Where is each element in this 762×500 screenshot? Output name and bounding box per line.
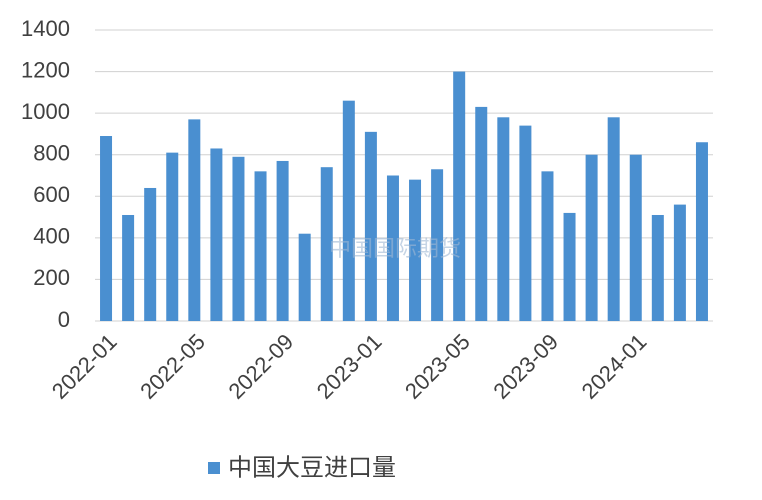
bar: [364, 131, 377, 321]
bar: [431, 169, 444, 321]
x-tick-label: 2024-01: [577, 329, 652, 404]
bar: [541, 171, 554, 321]
bar: [563, 212, 576, 321]
bar: [497, 117, 510, 321]
bar: [210, 148, 223, 321]
bar: [629, 154, 642, 321]
bar: [519, 125, 532, 321]
bar: [342, 100, 355, 322]
bar: [254, 171, 267, 321]
y-tick-label: 1400: [21, 16, 70, 41]
bar: [100, 136, 113, 321]
bar: [409, 179, 422, 321]
x-tick-label: 2023-05: [400, 329, 475, 404]
bar: [298, 233, 311, 321]
x-tick-label: 2022-09: [223, 329, 298, 404]
y-tick-label: 1200: [21, 57, 70, 82]
y-tick-label: 600: [33, 182, 70, 207]
bar: [453, 71, 466, 321]
bar: [475, 106, 488, 322]
legend-label: 中国大豆进口量: [228, 454, 396, 481]
bar: [673, 204, 686, 321]
x-tick-label: 2022-01: [47, 329, 122, 404]
bar: [122, 214, 135, 321]
bar: [386, 175, 399, 321]
y-tick-label: 1000: [21, 99, 70, 124]
bar: [585, 154, 598, 321]
bar: [144, 187, 157, 321]
x-tick-label: 2023-09: [488, 329, 563, 404]
bar: [651, 214, 664, 321]
bar: [166, 152, 179, 321]
watermark: 中国国际期货: [329, 236, 461, 261]
y-tick-label: 400: [33, 224, 70, 249]
bar: [320, 167, 333, 321]
bar: [188, 119, 201, 321]
x-tick-label: 2022-05: [135, 329, 210, 404]
bar: [695, 142, 708, 321]
y-tick-label: 800: [33, 141, 70, 166]
y-tick-label: 0: [58, 307, 70, 332]
bar: [232, 156, 245, 321]
legend-swatch: [208, 462, 220, 474]
bar: [607, 117, 620, 321]
y-tick-label: 200: [33, 265, 70, 290]
x-tick-label: 2023-01: [312, 329, 387, 404]
bar: [276, 160, 289, 321]
